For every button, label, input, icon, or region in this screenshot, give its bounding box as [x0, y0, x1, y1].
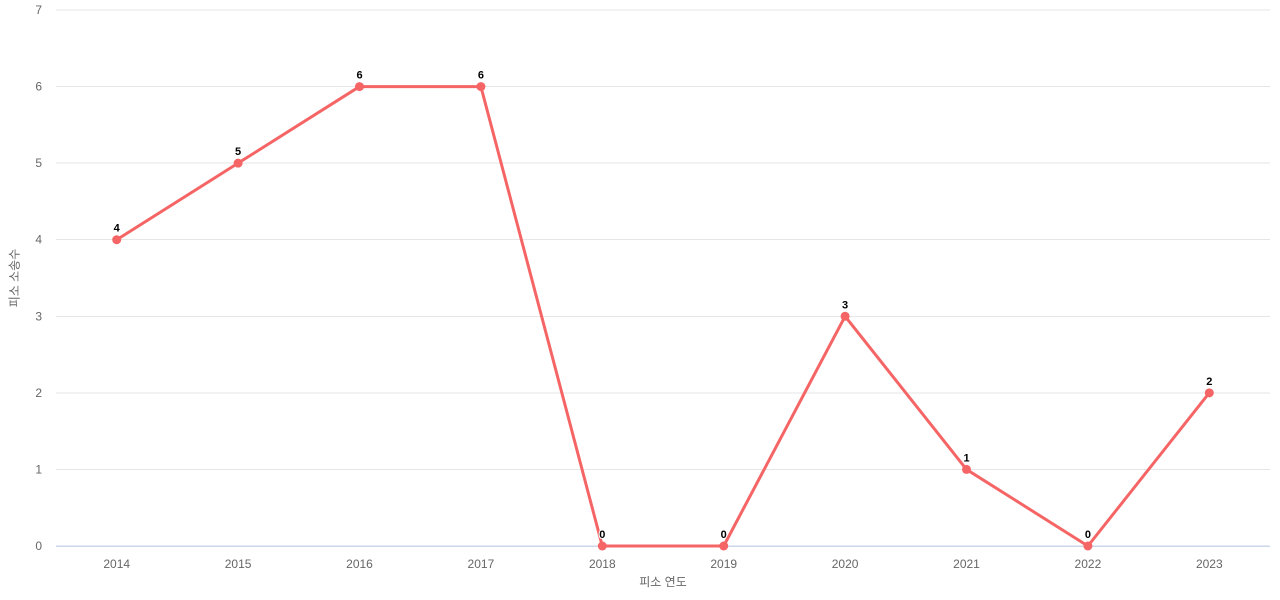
- y-axis-title: 피소 소송수: [7, 248, 22, 308]
- y-tick-label: 0: [35, 539, 42, 553]
- x-tick-label: 2018: [589, 557, 616, 571]
- x-tick-label: 2016: [346, 557, 373, 571]
- data-point-marker[interactable]: [719, 541, 729, 551]
- data-point-label: 6: [478, 70, 484, 82]
- y-tick-label: 3: [35, 309, 42, 323]
- x-tick-label: 2015: [225, 557, 252, 571]
- x-tick-label: 2017: [468, 557, 495, 571]
- data-point-label: 5: [235, 146, 241, 158]
- y-tick-label: 7: [35, 3, 42, 17]
- data-point-marker[interactable]: [476, 82, 486, 92]
- data-point-marker[interactable]: [597, 541, 607, 551]
- x-axis-title: 피소 연도: [639, 575, 687, 589]
- data-point-label: 0: [721, 529, 727, 541]
- data-point-label: 1: [963, 452, 969, 464]
- data-point-marker[interactable]: [962, 464, 971, 474]
- x-tick-label: 2014: [103, 557, 130, 571]
- data-point-marker[interactable]: [840, 311, 850, 321]
- data-point-label: 4: [114, 223, 121, 235]
- x-tick-label: 2022: [1075, 557, 1102, 571]
- data-point-marker[interactable]: [1204, 388, 1214, 398]
- y-tick-label: 1: [35, 462, 42, 476]
- data-point-label: 3: [842, 299, 848, 311]
- series-line: [115, 85, 1211, 548]
- x-tick-label: 2020: [832, 557, 859, 571]
- x-tick-label: 2023: [1196, 557, 1223, 571]
- data-point-marker[interactable]: [1083, 541, 1093, 551]
- data-point-label: 6: [356, 70, 362, 82]
- y-tick-label: 2: [35, 386, 42, 400]
- data-point-label: 0: [599, 529, 605, 541]
- data-point-marker[interactable]: [355, 82, 364, 92]
- x-tick-label: 2021: [953, 557, 980, 571]
- data-point-label: 0: [1085, 529, 1091, 541]
- y-tick-label: 6: [35, 80, 42, 94]
- data-point-marker[interactable]: [233, 158, 243, 168]
- y-tick-label: 4: [35, 233, 42, 247]
- x-tick-label: 2019: [710, 557, 737, 571]
- y-tick-label: 5: [35, 156, 42, 170]
- data-point-marker[interactable]: [112, 235, 122, 245]
- data-point-label: 2: [1206, 376, 1212, 388]
